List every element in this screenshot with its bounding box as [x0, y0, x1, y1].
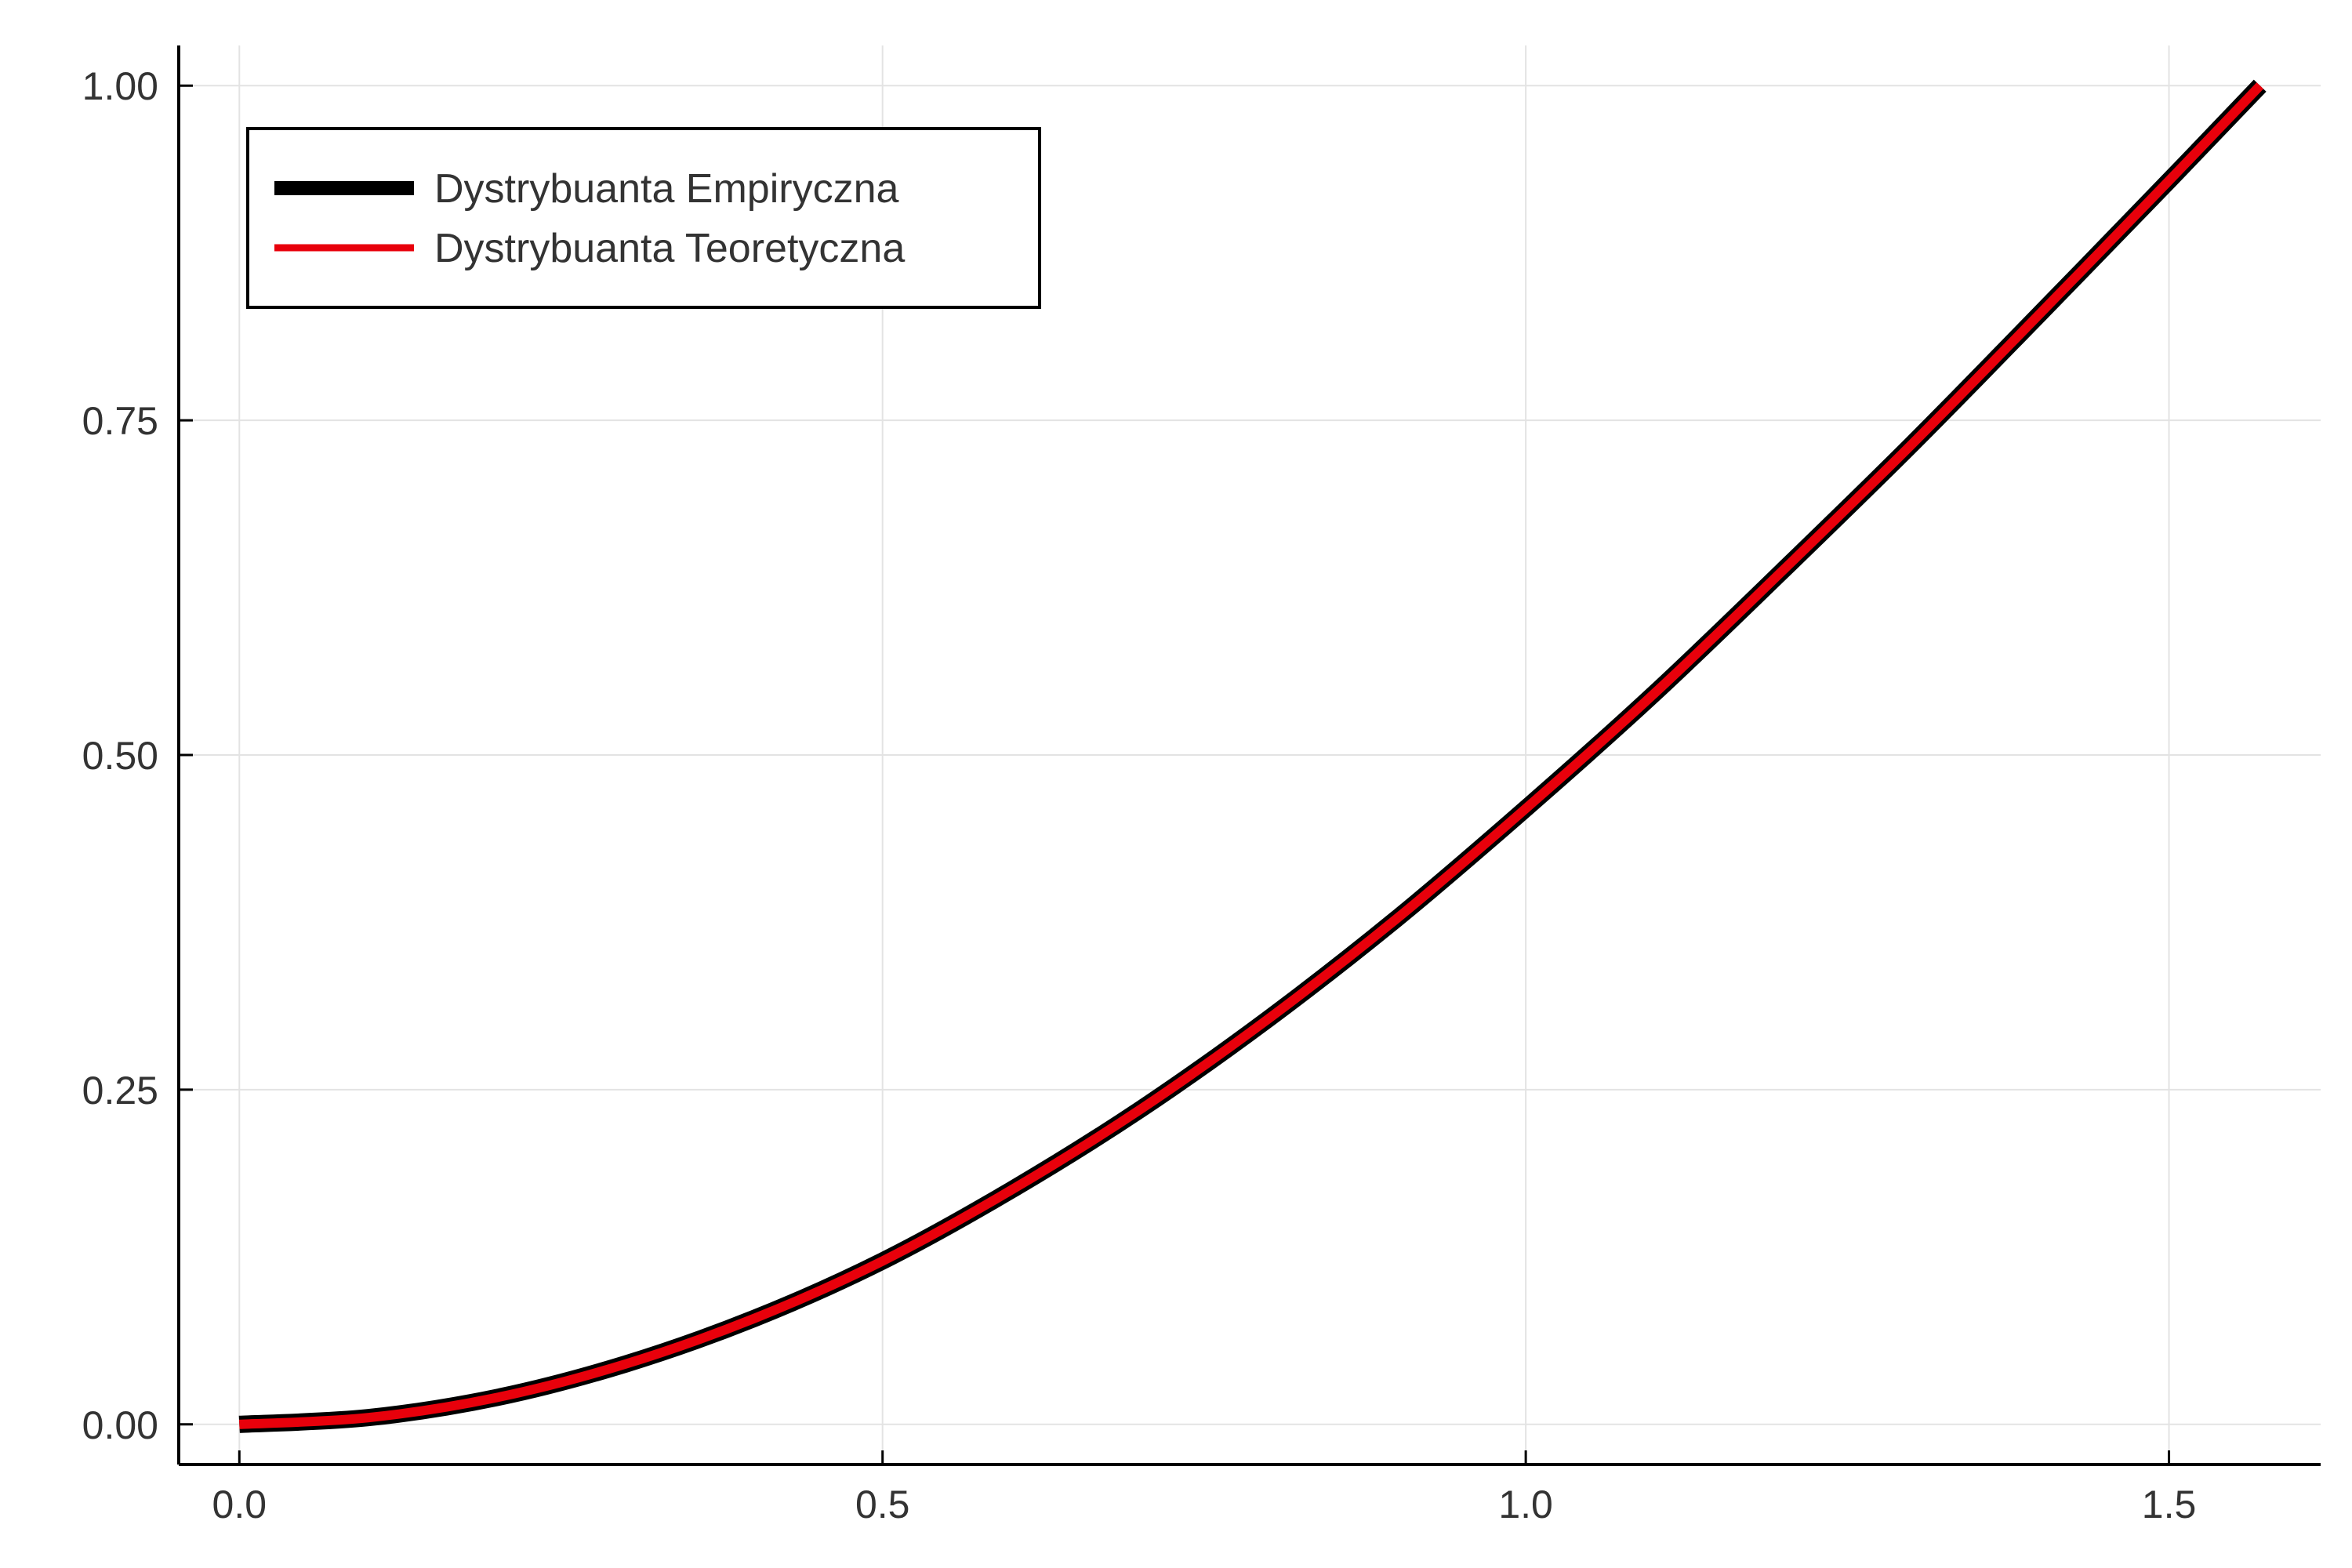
y-tick-label: 0.25 — [82, 1069, 158, 1112]
series-line-theoretical — [238, 82, 2264, 1429]
y-tick-label: 0.75 — [82, 399, 158, 443]
y-tick-label: 0.50 — [82, 734, 158, 778]
y-tick-label: 0.00 — [82, 1403, 158, 1447]
legend-box — [246, 127, 1041, 309]
axes: 0.0 0.5 1.0 1.5 0.00 0.25 0.50 0.75 1.00 — [82, 45, 2321, 1526]
x-tick-label: 1.5 — [2142, 1483, 2197, 1526]
x-tick-label: 0.5 — [855, 1483, 910, 1526]
x-tick-label: 1.0 — [1498, 1483, 1553, 1526]
legend-label-empirical: Dystrybuanta Empiryczna — [434, 166, 899, 212]
y-tick-label: 1.00 — [82, 64, 158, 108]
legend-label-theoretical: Dystrybuanta Teoretyczna — [434, 226, 905, 271]
legend: Dystrybuanta Empiryczna Dystrybuanta Teor… — [246, 127, 1041, 309]
plot-series — [238, 79, 2267, 1433]
x-tick-label: 0.0 — [212, 1483, 267, 1526]
